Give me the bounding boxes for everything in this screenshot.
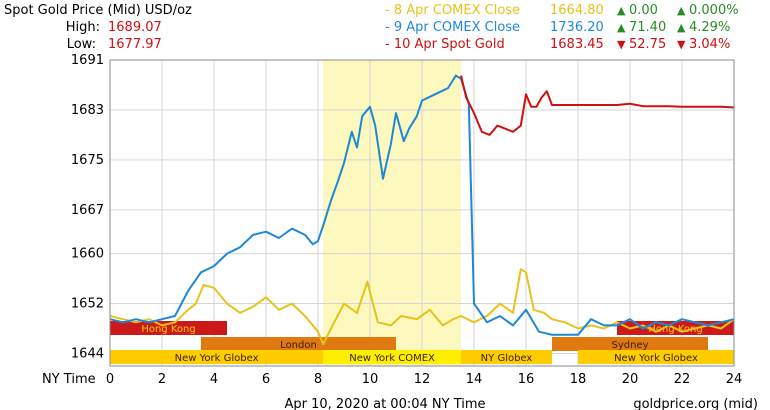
legend-price: 1664.80: [550, 3, 604, 18]
x-tick-label: 12: [414, 372, 431, 387]
legend-pct: 4.29%: [689, 20, 730, 35]
high-label: High:: [66, 20, 100, 35]
legend-arrow: ▲: [677, 4, 686, 17]
legend-arrow: ▲: [677, 21, 686, 34]
x-tick-label: 6: [262, 372, 270, 387]
y-tick-label: 1652: [71, 297, 104, 312]
high-value: 1689.07: [108, 20, 162, 35]
y-tick-label: 1675: [71, 153, 104, 168]
session-label: New York Globex: [614, 353, 698, 364]
comex-highlight-rect: [323, 60, 461, 366]
session-bar: [552, 337, 708, 351]
legend-arrow: ▲: [617, 4, 626, 17]
legend-row-9apr: - 9 Apr COMEX Close 1736.20 ▲ 71.40 ▲ 4.…: [385, 20, 730, 35]
source-footer: goldprice.org (mid): [633, 397, 758, 410]
y-tick-label: 1683: [71, 103, 104, 118]
legend-label: - 10 Apr Spot Gold: [385, 37, 505, 52]
plot-border: [109, 59, 735, 367]
session-label: NY Globex: [481, 353, 533, 364]
x-tick-label: 24: [726, 372, 743, 387]
legend-row-10apr: - 10 Apr Spot Gold 1683.45 ▼ 52.75 ▼ 3.0…: [385, 37, 730, 52]
legend-label: - 8 Apr COMEX Close: [385, 3, 520, 18]
session-bar: [461, 350, 552, 364]
legend-arrow: ▼: [617, 38, 626, 51]
session-label: Hong Kong: [141, 324, 195, 335]
x-tick-label: 2: [158, 372, 166, 387]
legend-price: 1736.20: [550, 20, 604, 35]
x-tick-label: 10: [362, 372, 379, 387]
y-axis-tick-labels: 1644 1652 1660 1667 1675 1683 1691: [71, 53, 104, 362]
session-bar: [110, 321, 227, 335]
price-line-series: [109, 74, 735, 336]
session-bar: [578, 350, 734, 364]
y-tick-label: 1644: [71, 347, 104, 362]
x-tick-label: 18: [570, 372, 587, 387]
x-tick-label: 14: [466, 372, 483, 387]
x-tick-label: 0: [106, 372, 114, 387]
x-tick-label: 16: [518, 372, 535, 387]
low-label: Low:: [67, 37, 96, 52]
legend-change: 71.40: [629, 20, 666, 35]
x-tick-label: 4: [210, 372, 218, 387]
legend-change: 52.75: [629, 37, 666, 52]
x-axis-tick-labels: 0 2 4 6 8 10 12 14 16 18 20 22 24: [106, 372, 742, 387]
session-bar: [110, 350, 324, 364]
low-value: 1677.97: [108, 37, 162, 52]
legend-pct: 3.04%: [689, 37, 730, 52]
legend-arrow: ▲: [617, 21, 626, 34]
x-tick-label: 22: [674, 372, 691, 387]
legend-price: 1683.45: [550, 37, 604, 52]
x-tick-label: 20: [622, 372, 639, 387]
session-label: New York Globex: [175, 353, 259, 364]
comex-session-highlight: [323, 60, 461, 366]
x-axis-label: NY Time: [42, 372, 96, 387]
session-label: London: [280, 340, 317, 351]
chart-title: Spot Gold Price (Mid) USD/oz: [4, 3, 192, 18]
x-tick-label: 8: [314, 372, 322, 387]
session-bar: [323, 350, 461, 364]
legend-pct: 0.000%: [689, 3, 739, 18]
y-tick-label: 1660: [71, 247, 104, 262]
legend-change: 0.00: [629, 3, 658, 18]
session-label: Sydney: [611, 340, 648, 351]
legend-arrow: ▼: [677, 38, 686, 51]
legend-label: - 9 Apr COMEX Close: [385, 20, 520, 35]
y-tick-label: 1667: [71, 203, 104, 218]
timestamp-footer: Apr 10, 2020 at 00:04 NY Time: [284, 397, 485, 410]
y-tick-label: 1691: [71, 53, 104, 68]
price-lines: [109, 74, 735, 346]
legend-row-8apr: - 8 Apr COMEX Close 1664.80 ▲ 0.00 ▲ 0.0…: [385, 3, 739, 18]
session-label: New York COMEX: [349, 353, 435, 364]
session-bar: [201, 337, 396, 351]
price-line-series: [460, 75, 735, 136]
